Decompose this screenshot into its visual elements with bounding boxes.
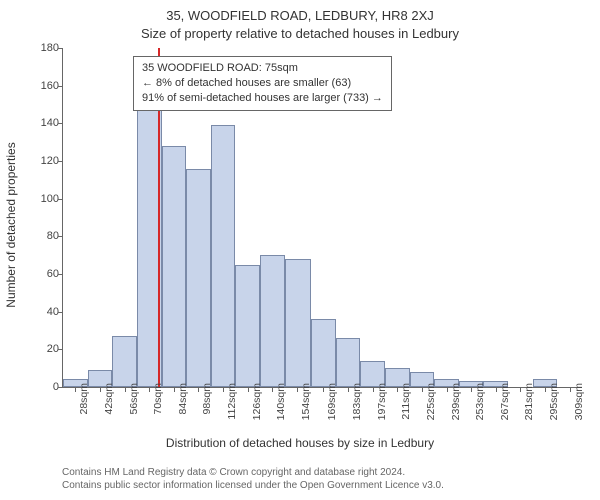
y-tick-label: 20	[29, 344, 59, 354]
annotation-line2: ← 8% of detached houses are smaller (63)	[142, 76, 383, 91]
x-tick-mark	[272, 387, 273, 392]
x-tick-mark	[174, 387, 175, 392]
x-tick-label: 154sqm	[300, 383, 312, 420]
histogram-bar	[186, 169, 211, 387]
histogram-bar	[311, 319, 336, 387]
plot-area: 020406080100120140160180 35 WOODFIELD RO…	[62, 48, 582, 388]
y-tick-label: 60	[29, 269, 59, 279]
annotation-line1: 35 WOODFIELD ROAD: 75sqm	[142, 61, 383, 76]
x-tick-label: 309sqm	[573, 383, 585, 420]
y-tick-mark	[58, 312, 63, 313]
x-tick-label: 42sqm	[103, 383, 115, 415]
x-tick-label: 84sqm	[177, 383, 189, 415]
y-tick-mark	[58, 236, 63, 237]
y-tick-label: 100	[29, 194, 59, 204]
y-tick-mark	[58, 123, 63, 124]
chart-title-address: 35, WOODFIELD ROAD, LEDBURY, HR8 2XJ	[0, 8, 600, 23]
x-tick-mark	[422, 387, 423, 392]
histogram-bar	[285, 259, 311, 387]
x-tick-label: 140sqm	[275, 383, 287, 420]
annotation-box: 35 WOODFIELD ROAD: 75sqm ← 8% of detache…	[133, 56, 392, 111]
chart-title-description: Size of property relative to detached ho…	[0, 26, 600, 41]
x-tick-label: 70sqm	[152, 383, 164, 415]
x-tick-mark	[520, 387, 521, 392]
y-tick-label: 180	[29, 43, 59, 53]
x-tick-mark	[496, 387, 497, 392]
chart-footer: Contains HM Land Registry data © Crown c…	[62, 466, 444, 492]
footer-line2: Contains public sector information licen…	[62, 479, 444, 492]
x-tick-mark	[471, 387, 472, 392]
x-tick-label: 112sqm	[226, 383, 238, 420]
y-tick-mark	[58, 274, 63, 275]
y-tick-mark	[58, 161, 63, 162]
histogram-bar	[336, 338, 361, 387]
y-tick-label: 140	[29, 118, 59, 128]
x-tick-mark	[545, 387, 546, 392]
histogram-bar	[260, 255, 285, 387]
x-tick-label: 281sqm	[523, 383, 535, 420]
x-tick-mark	[223, 387, 224, 392]
x-tick-mark	[373, 387, 374, 392]
x-tick-label: 126sqm	[251, 383, 263, 420]
x-tick-mark	[397, 387, 398, 392]
x-tick-label: 239sqm	[450, 383, 462, 420]
x-tick-mark	[125, 387, 126, 392]
y-tick-label: 40	[29, 307, 59, 317]
chart-container: 35, WOODFIELD ROAD, LEDBURY, HR8 2XJ Siz…	[0, 0, 600, 500]
y-tick-label: 80	[29, 231, 59, 241]
x-tick-mark	[149, 387, 150, 392]
x-tick-label: 28sqm	[78, 383, 90, 415]
x-tick-mark	[198, 387, 199, 392]
footer-line1: Contains HM Land Registry data © Crown c…	[62, 466, 444, 479]
x-tick-mark	[570, 387, 571, 392]
histogram-bar	[211, 125, 236, 387]
y-tick-mark	[58, 387, 63, 388]
x-tick-label: 183sqm	[351, 383, 363, 420]
y-tick-mark	[58, 86, 63, 87]
y-tick-label: 120	[29, 156, 59, 166]
histogram-bar	[162, 146, 187, 387]
x-tick-mark	[447, 387, 448, 392]
y-tick-mark	[58, 48, 63, 49]
x-tick-mark	[348, 387, 349, 392]
x-tick-mark	[100, 387, 101, 392]
x-tick-label: 225sqm	[425, 383, 437, 420]
histogram-bar	[112, 336, 137, 387]
x-tick-label: 295sqm	[548, 383, 560, 420]
x-tick-label: 98sqm	[201, 383, 213, 415]
x-tick-mark	[323, 387, 324, 392]
y-tick-mark	[58, 199, 63, 200]
x-tick-label: 169sqm	[326, 383, 338, 420]
x-tick-mark	[297, 387, 298, 392]
x-tick-mark	[248, 387, 249, 392]
y-tick-mark	[58, 349, 63, 350]
x-tick-label: 56sqm	[128, 383, 140, 415]
x-tick-label: 267sqm	[499, 383, 511, 420]
y-tick-label: 160	[29, 81, 59, 91]
histogram-bar	[235, 265, 260, 387]
x-tick-label: 253sqm	[474, 383, 486, 420]
y-axis-label: Number of detached properties	[4, 60, 18, 225]
annotation-line3: 91% of semi-detached houses are larger (…	[142, 91, 383, 106]
x-axis-label: Distribution of detached houses by size …	[0, 436, 600, 450]
y-tick-label: 0	[29, 382, 59, 392]
x-tick-label: 197sqm	[376, 383, 388, 420]
x-tick-label: 211sqm	[400, 383, 412, 420]
x-tick-mark	[75, 387, 76, 392]
